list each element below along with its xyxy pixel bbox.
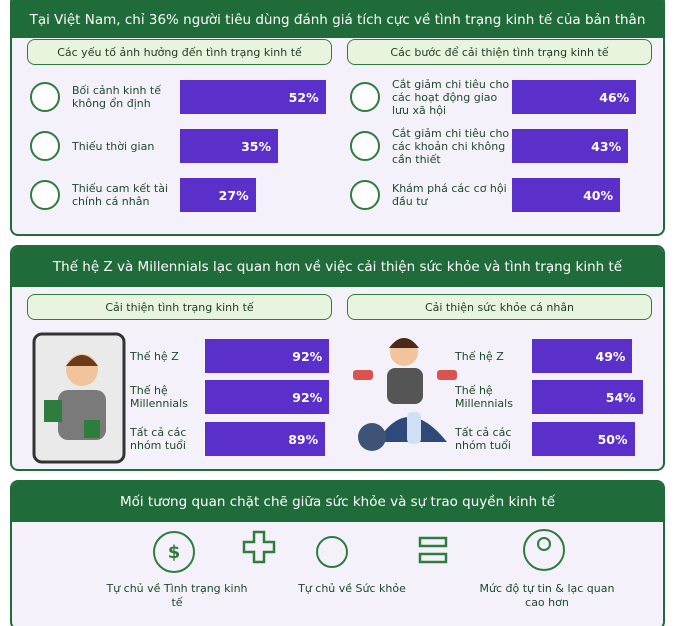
section-title: Mối tương quan chặt chẽ giữa sức khỏe và… — [12, 482, 663, 522]
svg-text:$: $ — [168, 542, 181, 563]
row-label: Khám phá các cơ hội đầu tư — [392, 182, 507, 208]
bar: 49% — [532, 339, 633, 373]
row-icon — [30, 82, 60, 112]
row-label: Thiếu thời gian — [72, 139, 155, 153]
row-label: Thiếu cam kết tài chính cá nhân — [72, 182, 169, 208]
row-label: Tất cả các nhóm tuổi — [130, 426, 187, 452]
phone-illustration — [32, 332, 126, 464]
value-label: 92% — [292, 348, 323, 364]
value-label: 49% — [595, 348, 626, 364]
row-label: Thế hệ Millennials — [130, 384, 188, 410]
item-label: Tự chủ về Sức khỏe — [298, 582, 406, 595]
row-label: Bối cảnh kinh tế không ổn định — [72, 84, 162, 110]
panel-heading: Cải thiện tình trạng kinh tế — [27, 294, 332, 320]
row-label: Tất cả các nhóm tuổi — [455, 426, 512, 452]
value-label: 46% — [599, 89, 630, 105]
row-label: Thế hệ Z — [455, 349, 504, 363]
bar: 46% — [512, 80, 637, 114]
section-generations: Thế hệ Z và Millennials lạc quan hơn về … — [10, 245, 665, 471]
fitness-illustration — [353, 338, 457, 451]
section-economy: Tại Việt Nam, chỉ 36% người tiêu dùng đá… — [10, 0, 665, 236]
bar: 43% — [512, 129, 629, 163]
symbols: $ — [153, 529, 565, 573]
value-label: 50% — [597, 431, 628, 447]
row-label: Thế hệ Z — [130, 349, 179, 363]
row-icon — [30, 180, 60, 210]
row-label: Cắt giảm chi tiêu cho các khoản chi khôn… — [392, 126, 510, 166]
bar: 40% — [512, 178, 620, 212]
panel-heading: Cải thiện sức khỏe cá nhân — [347, 294, 652, 320]
value-label: 40% — [583, 187, 613, 203]
bar: 92% — [205, 339, 330, 373]
bar: 54% — [532, 380, 643, 414]
value-label: 35% — [241, 138, 271, 154]
row-icon — [350, 82, 380, 112]
row-icon — [30, 131, 60, 161]
value-label: 43% — [591, 138, 622, 154]
section-title: Tại Việt Nam, chỉ 36% người tiêu dùng đá… — [12, 0, 663, 38]
row-icon — [350, 131, 380, 161]
bar: 27% — [180, 178, 256, 212]
row-label: Thế hệ Millennials — [455, 384, 513, 410]
bar: 50% — [532, 422, 635, 456]
value-label: 52% — [288, 89, 319, 105]
panel-heading: Các yếu tố ảnh hưởng đến tình trạng kinh… — [27, 39, 332, 65]
bar: 35% — [180, 129, 278, 163]
bar: 89% — [205, 422, 326, 456]
value-label: 27% — [218, 187, 249, 203]
section-title: Thế hệ Z và Millennials lạc quan hơn về … — [12, 247, 663, 287]
section-correlation: Mối tương quan chặt chẽ giữa sức khỏe và… — [10, 480, 665, 626]
item-label: Tự chủ về Tình trạng kinh tế — [106, 582, 248, 609]
row-icon — [350, 180, 380, 210]
row-label: Cắt giảm chi tiêu cho các hoạt động giao… — [392, 77, 510, 117]
value-label: 92% — [292, 389, 323, 405]
bar: 52% — [180, 80, 326, 114]
panel-heading: Các bước để cải thiện tình trạng kinh tế — [347, 39, 652, 65]
value-label: 89% — [288, 431, 319, 447]
item-label: Mức độ tự tin & lạc quan cao hơn — [479, 582, 615, 609]
bar: 92% — [205, 380, 330, 414]
value-label: 54% — [605, 389, 636, 405]
